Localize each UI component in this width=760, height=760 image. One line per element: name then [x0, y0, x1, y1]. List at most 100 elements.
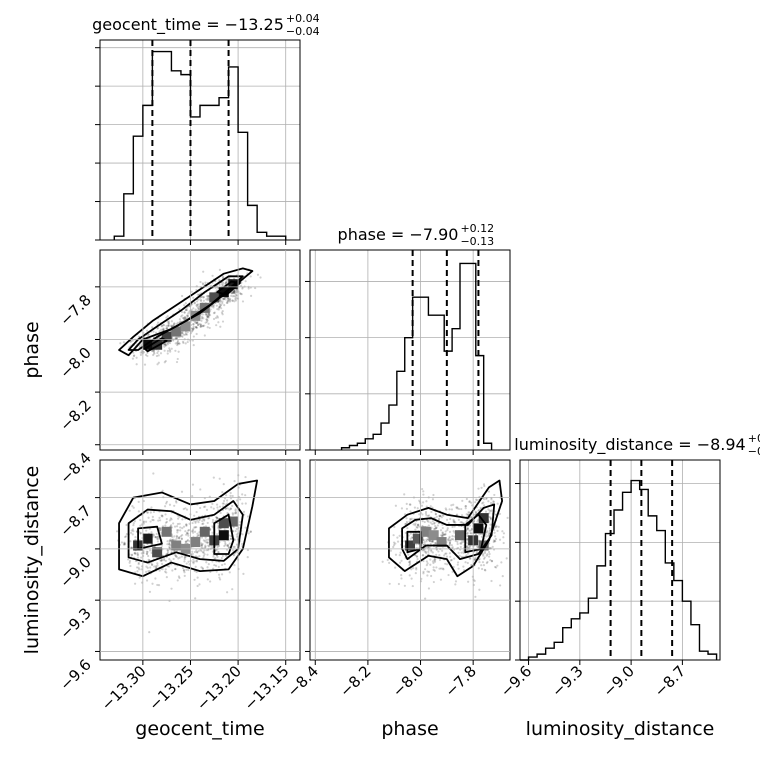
sample-point	[232, 289, 236, 293]
sample-point	[431, 498, 435, 501]
sample-point	[164, 568, 167, 571]
sample-point	[218, 283, 221, 287]
title-upper-error: +0.12	[460, 222, 494, 235]
sample-point	[432, 580, 435, 584]
sample-point	[464, 505, 467, 508]
sample-point	[415, 526, 418, 529]
sample-point	[246, 556, 249, 559]
sample-point	[459, 545, 462, 549]
sample-point	[217, 573, 221, 576]
sample-point	[392, 541, 396, 544]
sample-point	[183, 571, 186, 574]
sample-point	[226, 300, 229, 303]
sample-point	[230, 294, 233, 297]
sample-point	[450, 504, 453, 507]
sample-point	[226, 511, 229, 515]
sample-point	[432, 566, 435, 569]
sample-point	[195, 560, 198, 563]
sample-point	[175, 322, 178, 325]
sample-point	[211, 525, 214, 528]
sample-point	[409, 518, 412, 521]
sample-point	[219, 299, 222, 302]
sample-point	[175, 501, 178, 504]
sample-point	[430, 574, 433, 578]
sample-point	[161, 489, 164, 492]
panel-title: geocent_time = −13.25	[92, 15, 284, 35]
sample-point	[460, 542, 463, 545]
sample-point	[204, 545, 207, 548]
sample-point	[123, 542, 126, 546]
sample-point	[202, 522, 205, 525]
sample-point	[192, 562, 195, 565]
sample-point	[218, 505, 222, 508]
sample-point	[190, 530, 193, 533]
sample-point	[167, 322, 170, 325]
hist-bar	[219, 98, 229, 240]
sample-point	[130, 554, 133, 557]
sample-point	[207, 322, 210, 325]
sample-point	[182, 525, 186, 528]
sample-point	[177, 536, 180, 540]
sample-point	[460, 514, 464, 517]
sample-point	[233, 291, 236, 295]
sample-point	[140, 556, 143, 559]
sample-point	[183, 560, 186, 563]
sample-point	[206, 553, 209, 556]
sample-point	[433, 558, 436, 561]
sample-point	[208, 314, 212, 317]
sample-point	[133, 520, 137, 523]
sample-point	[216, 545, 219, 549]
sample-point	[492, 540, 495, 544]
sample-point	[165, 327, 168, 330]
sample-point	[447, 573, 450, 577]
sample-point	[429, 521, 432, 524]
sample-point	[199, 323, 203, 326]
sample-point	[181, 340, 185, 343]
sample-point	[408, 503, 411, 506]
sample-point	[485, 535, 488, 538]
sample-point	[462, 551, 465, 555]
sample-point	[492, 500, 496, 503]
hist-bar	[691, 625, 700, 660]
sample-point	[394, 504, 397, 507]
sample-point	[220, 556, 223, 560]
sample-point	[470, 501, 473, 504]
sample-point	[205, 318, 209, 321]
sample-point	[459, 521, 462, 524]
luminosity_distance-hist-panel: luminosity_distance = −8.94+0.18−0.18	[514, 432, 760, 665]
sample-point	[154, 331, 158, 334]
sample-point	[478, 588, 481, 591]
sample-point	[231, 504, 234, 508]
sample-point	[214, 549, 217, 552]
sample-point	[422, 548, 425, 552]
sample-point	[180, 310, 184, 314]
sample-point	[430, 526, 433, 529]
sample-point	[212, 476, 215, 479]
sample-point	[160, 559, 163, 562]
sample-point	[221, 302, 224, 305]
sample-point	[200, 317, 204, 320]
sample-point	[482, 526, 486, 529]
sample-point	[198, 305, 201, 308]
sample-point	[430, 510, 433, 514]
plot-area	[118, 267, 262, 366]
sample-point	[466, 532, 469, 535]
sample-point	[194, 565, 197, 568]
y-tick-label: −8.2	[56, 396, 94, 434]
sample-point	[165, 326, 169, 330]
sample-point	[403, 584, 406, 587]
sample-point	[502, 532, 506, 535]
sample-point	[460, 507, 463, 511]
sample-point	[202, 505, 206, 509]
contour-line	[464, 513, 488, 554]
sample-point	[186, 314, 189, 317]
sample-point	[167, 543, 171, 546]
sample-point	[152, 533, 155, 536]
sample-point	[456, 507, 459, 510]
sample-point	[481, 561, 485, 564]
sample-point	[137, 510, 140, 513]
sample-point	[169, 538, 172, 541]
sample-point	[184, 530, 187, 533]
sample-point	[235, 288, 239, 291]
sample-point	[224, 281, 228, 285]
